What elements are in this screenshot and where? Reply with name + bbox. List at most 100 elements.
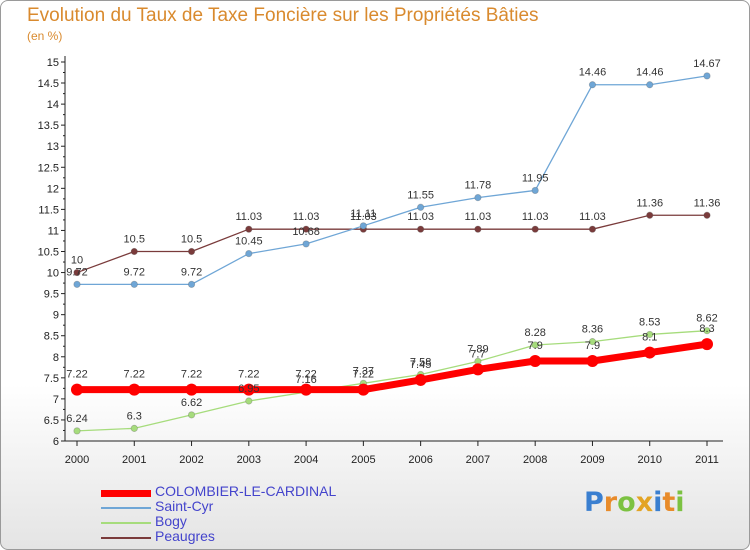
data-label: 11.03: [465, 211, 492, 223]
data-point: [703, 327, 711, 335]
data-point: [474, 193, 482, 202]
y-tick-label: 13.5: [38, 120, 59, 132]
data-point: [646, 211, 654, 219]
proxiti-logo: Proxiti: [584, 487, 685, 518]
data-point: [73, 427, 81, 435]
y-tick-label: 11.5: [38, 204, 59, 216]
data-point: [474, 225, 482, 233]
x-tick-label: 2006: [408, 454, 432, 466]
data-label: 11.03: [407, 211, 434, 223]
logo-letter: i: [675, 487, 685, 518]
series-line: [76, 330, 708, 432]
y-tick-label: 7.5: [44, 373, 59, 385]
data-label: 7.37: [353, 365, 374, 377]
data-point: [414, 373, 427, 386]
data-label: 6.24: [66, 413, 87, 425]
data-point: [643, 346, 656, 359]
data-point: [359, 222, 367, 230]
logo-letter: x: [635, 487, 654, 518]
data-point: [302, 225, 310, 233]
data-point: [701, 338, 713, 351]
data-label: 14.46: [579, 67, 607, 79]
data-point: [588, 81, 597, 89]
y-tick-label: 10: [47, 268, 59, 280]
y-tick-label: 13: [47, 141, 59, 153]
legend-label: Peaugres: [155, 528, 215, 544]
data-point: [130, 247, 138, 256]
y-tick-label: 12.5: [38, 162, 59, 174]
y-tick-label: 9.5: [44, 289, 59, 301]
data-label: 8.1: [642, 332, 657, 344]
data-label: 8.36: [582, 324, 603, 336]
x-tick-label: 2010: [637, 454, 661, 466]
data-point: [130, 280, 138, 288]
x-tick-label: 2000: [65, 454, 89, 466]
data-point: [128, 383, 141, 396]
data-label: 10.5: [181, 234, 202, 246]
data-label: 11.03: [293, 211, 320, 223]
data-point: [646, 81, 654, 89]
data-point: [245, 397, 253, 405]
y-tick-label: 10.5: [38, 247, 59, 259]
data-point: [71, 383, 83, 396]
data-label: 6.95: [238, 383, 259, 395]
data-point: [187, 280, 196, 288]
data-label: 7.16: [295, 374, 316, 386]
x-tick-label: 2002: [179, 454, 203, 466]
data-label: 11.78: [465, 180, 492, 192]
y-tick-label: 14: [47, 99, 59, 111]
data-label: 11.03: [235, 211, 262, 223]
series-line: [77, 75, 708, 285]
data-label: 8.28: [524, 327, 545, 339]
data-label: 8.3: [699, 323, 714, 335]
x-tick-label: 2003: [237, 454, 261, 466]
data-label: 7.22: [238, 369, 259, 381]
legend-swatch: [101, 507, 151, 509]
y-tick-label: 7: [53, 394, 59, 406]
y-tick-label: 6.5: [44, 415, 59, 427]
y-tick-label: 6: [53, 436, 59, 448]
data-point: [646, 330, 654, 339]
legend-label: Bogy: [155, 513, 187, 529]
data-label: 11.36: [636, 197, 663, 209]
logo-letter: r: [603, 487, 618, 518]
data-point: [417, 225, 425, 233]
data-label: 7.7: [470, 348, 485, 360]
data-point: [242, 383, 255, 396]
y-tick-label: 12: [47, 183, 59, 195]
series-line: [77, 340, 708, 394]
data-point: [703, 72, 711, 80]
data-label: 11.55: [407, 189, 434, 201]
x-tick-label: 2001: [122, 454, 146, 466]
chart-unit-label: (en %): [27, 29, 63, 43]
data-point: [245, 250, 253, 258]
y-tick-label: 9: [53, 310, 59, 322]
legend-swatch: [101, 489, 151, 497]
x-tick-label: 2004: [294, 454, 318, 466]
data-label: 9.72: [66, 266, 87, 278]
data-label: 7.22: [295, 369, 316, 381]
logo-letter: t: [662, 487, 676, 518]
x-tick-label: 2008: [523, 454, 547, 466]
data-label: 11.95: [522, 172, 549, 184]
data-label: 7.22: [124, 369, 145, 381]
x-tick-label: 2005: [351, 454, 375, 466]
data-label: 8.62: [696, 313, 717, 325]
y-tick-label: 14.5: [38, 78, 59, 90]
data-point: [245, 225, 253, 233]
data-point: [531, 225, 539, 233]
y-tick-label: 15: [47, 57, 59, 69]
data-label: 11.03: [522, 211, 549, 223]
data-label: 10: [71, 255, 83, 267]
data-point: [588, 338, 597, 346]
data-label: 7.22: [66, 369, 87, 381]
data-point: [187, 247, 196, 256]
data-point: [703, 211, 711, 219]
y-tick-label: 8: [53, 352, 59, 364]
legend-label: Saint-Cyr: [155, 498, 214, 514]
data-point: [529, 354, 542, 367]
data-point: [185, 383, 198, 396]
data-label: 14.67: [693, 58, 721, 70]
